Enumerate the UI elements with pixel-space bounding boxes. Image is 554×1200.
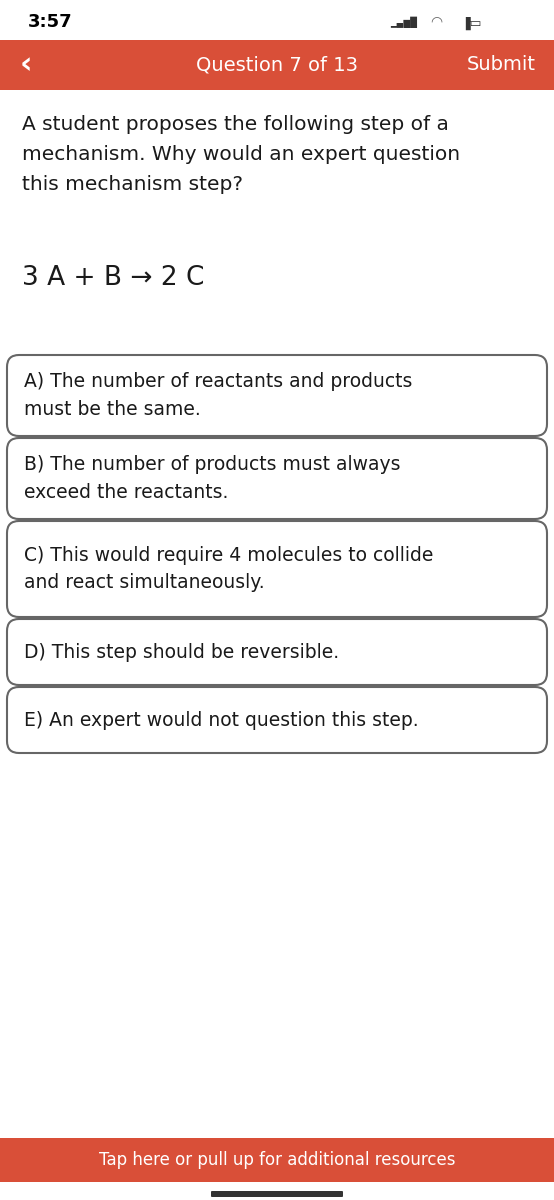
Bar	[0, 40, 554, 90]
FancyBboxPatch shape	[7, 355, 547, 436]
Text: ‹: ‹	[20, 50, 33, 79]
FancyBboxPatch shape	[7, 438, 547, 518]
Text: D) This step should be reversible.: D) This step should be reversible.	[24, 642, 339, 661]
Text: A) The number of reactants and products
must be the same.: A) The number of reactants and products …	[24, 372, 412, 419]
Text: ▁▃▅▇: ▁▃▅▇	[390, 17, 417, 28]
Text: ◠: ◠	[430, 14, 442, 29]
Text: 3:57: 3:57	[28, 13, 73, 31]
FancyBboxPatch shape	[7, 521, 547, 617]
Text: A student proposes the following step of a: A student proposes the following step of…	[22, 115, 449, 134]
Text: Submit: Submit	[467, 55, 536, 74]
Text: mechanism. Why would an expert question: mechanism. Why would an expert question	[22, 145, 460, 164]
FancyBboxPatch shape	[211, 1190, 343, 1198]
Text: 3 A + B → 2 C: 3 A + B → 2 C	[22, 265, 204, 290]
Text: this mechanism step?: this mechanism step?	[22, 175, 243, 194]
Text: B) The number of products must always
exceed the reactants.: B) The number of products must always ex…	[24, 455, 401, 502]
Text: E) An expert would not question this step.: E) An expert would not question this ste…	[24, 710, 419, 730]
FancyBboxPatch shape	[7, 619, 547, 685]
FancyBboxPatch shape	[7, 686, 547, 754]
Text: Tap here or pull up for additional resources: Tap here or pull up for additional resou…	[99, 1151, 455, 1169]
Text: C) This would require 4 molecules to collide
and react simultaneously.: C) This would require 4 molecules to col…	[24, 546, 433, 592]
Bar	[0, 1138, 554, 1182]
Text: ▐▭: ▐▭	[460, 17, 481, 30]
Text: Question 7 of 13: Question 7 of 13	[196, 55, 358, 74]
